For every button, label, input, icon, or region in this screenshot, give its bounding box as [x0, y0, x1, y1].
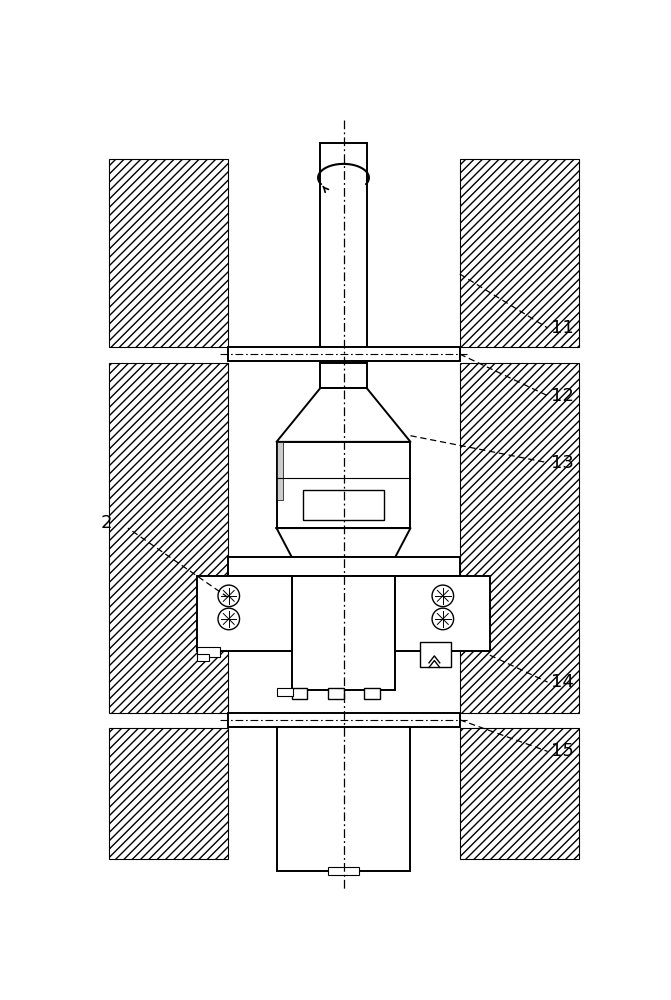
Bar: [364, 688, 380, 699]
Bar: [109, 158, 228, 347]
Bar: [276, 727, 411, 871]
Polygon shape: [276, 388, 411, 442]
Circle shape: [218, 585, 240, 607]
Bar: [303, 490, 384, 520]
Bar: [292, 576, 395, 690]
Bar: [197, 654, 209, 661]
Bar: [228, 557, 460, 576]
Bar: [460, 363, 579, 713]
Bar: [276, 442, 411, 528]
Circle shape: [432, 608, 454, 630]
Bar: [420, 642, 452, 667]
Text: 11: 11: [551, 319, 574, 337]
Bar: [328, 688, 344, 699]
Bar: [328, 867, 359, 875]
Text: 14: 14: [551, 673, 574, 691]
Text: 2: 2: [101, 514, 113, 532]
Bar: [460, 728, 579, 859]
Bar: [228, 713, 460, 727]
Circle shape: [218, 608, 240, 630]
Bar: [395, 576, 490, 651]
Bar: [276, 442, 282, 500]
Bar: [292, 688, 307, 699]
Bar: [109, 728, 228, 859]
Bar: [321, 363, 366, 388]
Bar: [197, 576, 292, 651]
Text: 12: 12: [551, 387, 574, 405]
Bar: [321, 143, 366, 347]
Bar: [276, 688, 293, 696]
Circle shape: [432, 585, 454, 607]
Bar: [460, 158, 579, 347]
Polygon shape: [276, 528, 411, 557]
Text: 13: 13: [551, 454, 574, 472]
Text: 15: 15: [551, 742, 574, 760]
Bar: [109, 363, 228, 713]
Bar: [228, 347, 460, 361]
Bar: [197, 647, 220, 657]
